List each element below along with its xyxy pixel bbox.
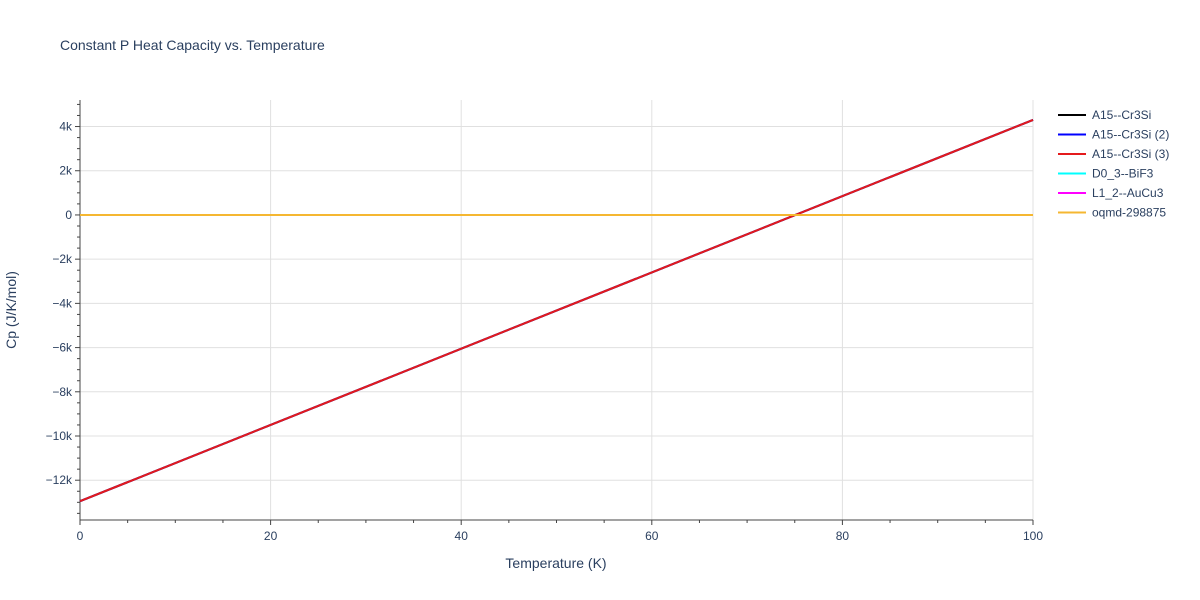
legend-label: A15--Cr3Si (3) — [1092, 147, 1169, 161]
plot-area — [79, 118, 1034, 503]
y-tick-label: 0 — [65, 208, 72, 222]
x-tick-label: 40 — [455, 529, 469, 543]
legend-item[interactable]: A15--Cr3Si — [1058, 108, 1151, 122]
x-tick-label: 100 — [1023, 529, 1043, 543]
y-tick-label: −6k — [52, 341, 73, 355]
y-tick-label: −8k — [52, 385, 73, 399]
legend-label: D0_3--BiF3 — [1092, 167, 1154, 181]
y-tick-label: 4k — [59, 120, 73, 134]
legend-label: A15--Cr3Si (2) — [1092, 128, 1169, 142]
legend-label: A15--Cr3Si — [1092, 108, 1151, 122]
y-tick-label: −12k — [46, 473, 73, 487]
y-tick-label: −4k — [52, 296, 73, 310]
series-line-3 — [79, 118, 1034, 503]
y-tick-label: −2k — [52, 252, 73, 266]
x-tick-label: 60 — [645, 529, 659, 543]
legend-item[interactable]: A15--Cr3Si (2) — [1058, 128, 1169, 142]
y-tick-label: 2k — [59, 164, 73, 178]
axes: 0 20 40 60 80 100 −12k −10k −8k −6k −4k −2k 0 2k 4k — [46, 100, 1043, 543]
legend-item[interactable]: D0_3--BiF3 — [1058, 167, 1154, 181]
legend-item[interactable]: L1_2--AuCu3 — [1058, 186, 1164, 200]
legend[interactable]: A15--Cr3Si A15--Cr3Si (2) A15--Cr3Si (3) D0… — [1058, 108, 1169, 220]
legend-item[interactable]: A15--Cr3Si (3) — [1058, 147, 1169, 161]
x-tick-label: 80 — [836, 529, 850, 543]
x-axis-title: Temperature (K) — [505, 555, 606, 571]
x-tick-label: 20 — [264, 529, 278, 543]
y-axis-title: Cp (J/K/mol) — [3, 271, 19, 349]
x-tick-label: 0 — [77, 529, 84, 543]
legend-label: oqmd-298875 — [1092, 206, 1166, 220]
legend-label: L1_2--AuCu3 — [1092, 186, 1164, 200]
chart-title: Constant P Heat Capacity vs. Temperature — [60, 37, 325, 53]
legend-item[interactable]: oqmd-298875 — [1058, 206, 1166, 220]
y-tick-label: −10k — [46, 429, 73, 443]
